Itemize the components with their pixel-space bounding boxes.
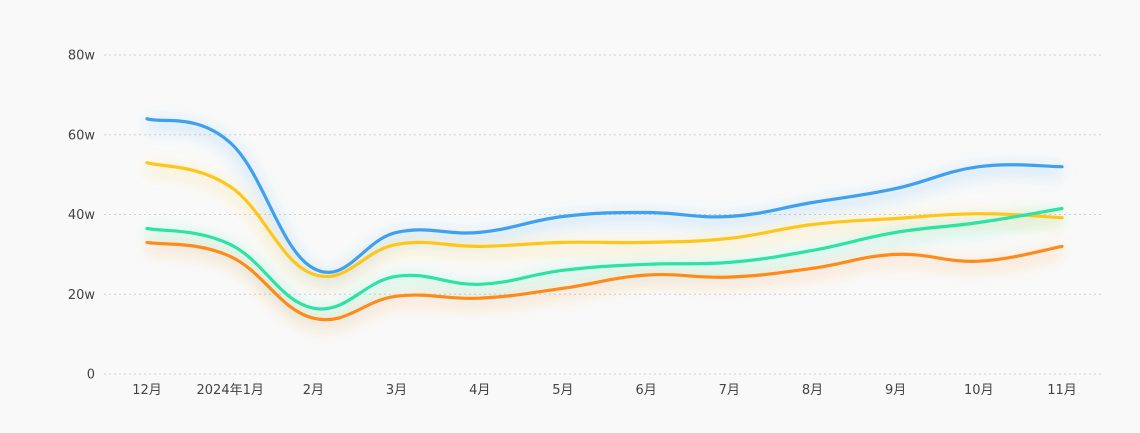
x-tick-label: 11月 <box>1047 383 1077 398</box>
series-2-line[interactable] <box>145 161 1064 278</box>
x-tick-label: 2024年1月 <box>197 383 264 398</box>
x-tick-label: 3月 <box>386 383 407 398</box>
series-glows <box>145 117 1064 331</box>
series-4-glow <box>146 241 1064 331</box>
series-3-line[interactable] <box>145 206 1064 311</box>
x-tick-label: 5月 <box>552 383 573 398</box>
series-1-glow <box>145 117 1063 284</box>
y-tick-label: 20w <box>68 288 96 303</box>
y-tick-label: 0 <box>87 368 95 383</box>
series-1-line[interactable] <box>145 117 1064 274</box>
series-4-line[interactable] <box>145 240 1064 322</box>
y-axis: 0 20w 40w 60w 80w <box>68 49 96 383</box>
series-2-glow <box>145 161 1063 288</box>
x-tick-label: 12月 <box>132 383 162 398</box>
series-3-glow <box>145 207 1063 320</box>
x-tick-label: 8月 <box>802 383 823 398</box>
x-tick-label: 10月 <box>964 383 994 398</box>
x-tick-label: 7月 <box>719 383 740 398</box>
y-tick-label: 80w <box>68 49 96 64</box>
x-tick-label: 9月 <box>885 383 906 398</box>
y-tick-label: 60w <box>68 128 96 143</box>
x-axis: 12月 2024年1月 2月 3月 4月 5月 6月 7月 8月 9月 10月 11月 <box>132 383 1077 398</box>
y-tick-label: 40w <box>68 208 96 223</box>
series-lines <box>145 117 1064 322</box>
x-tick-label: 6月 <box>635 383 656 398</box>
x-tick-label: 4月 <box>469 383 490 398</box>
x-tick-label: 2月 <box>303 383 324 398</box>
